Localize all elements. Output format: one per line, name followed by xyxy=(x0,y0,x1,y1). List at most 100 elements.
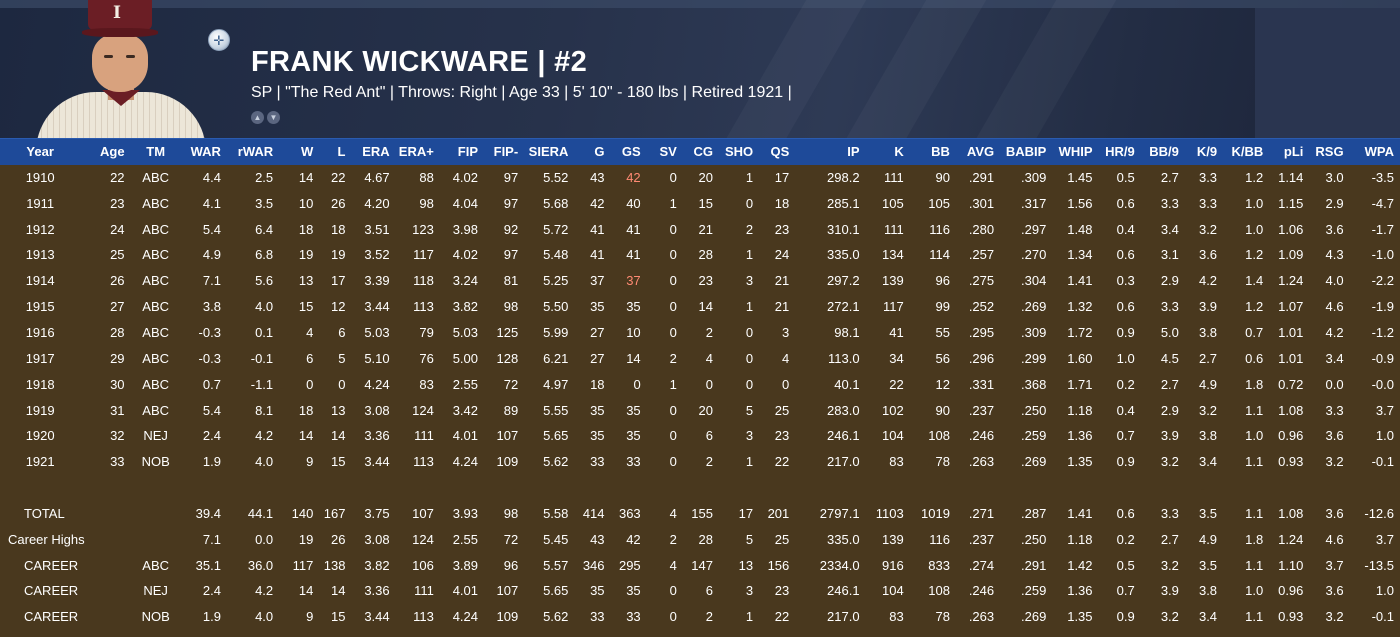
stat-cell-pli: 1.06 xyxy=(1278,221,1304,237)
column-header-age[interactable]: Age xyxy=(80,138,131,165)
column-header-fip[interactable]: FIP xyxy=(439,138,485,165)
chevron-down-icon[interactable]: ▼ xyxy=(267,111,280,124)
stat-cell-sv: 0 xyxy=(669,299,677,315)
stat-cell-tm: ABC xyxy=(142,221,170,237)
column-header-babip[interactable]: BABIP xyxy=(1000,138,1053,165)
summary-cell-avg: .246 xyxy=(968,583,995,599)
stat-cell-war: 4.9 xyxy=(202,247,221,263)
stat-cell-whip: 1.35 xyxy=(1067,454,1093,470)
column-header-w[interactable]: W xyxy=(279,138,320,165)
summary-cell-era-: 107 xyxy=(412,505,434,521)
stat-cell-bb: 114 xyxy=(929,247,950,263)
summary-cell-bb-9: 2.7 xyxy=(1160,531,1179,547)
column-header-bb-9[interactable]: BB/9 xyxy=(1140,138,1185,165)
stat-cell-siera: 6.21 xyxy=(543,350,569,366)
stat-cell-hr-9: 0.4 xyxy=(1116,402,1135,418)
column-header-era[interactable]: ERA xyxy=(351,138,396,165)
column-header-era-[interactable]: ERA+ xyxy=(395,138,440,165)
stat-cell-rwar: 5.6 xyxy=(255,273,274,289)
summary-cell-gs: 35 xyxy=(626,583,641,599)
stat-cell-g: 37 xyxy=(590,273,605,289)
chevron-up-icon[interactable]: ▲ xyxy=(251,111,264,124)
column-header-k-bb[interactable]: K/BB xyxy=(1223,138,1270,165)
stat-cell-avg: .275 xyxy=(968,273,995,289)
stat-cell-sho: 1 xyxy=(745,454,754,470)
column-header-cg[interactable]: CG xyxy=(682,138,719,165)
stat-cell-qs: 25 xyxy=(774,402,790,418)
summary-cell-sv: 0 xyxy=(669,583,677,599)
stat-cell-wpa: 3.7 xyxy=(1375,402,1394,418)
column-header-sho[interactable]: SHO xyxy=(718,138,760,165)
summary-cell-rwar: 4.0 xyxy=(255,609,274,625)
stat-cell-tm: NEJ xyxy=(143,428,168,444)
column-header-tm[interactable]: TM xyxy=(130,138,181,165)
column-header-ip[interactable]: IP xyxy=(795,138,866,165)
column-header-gs[interactable]: GS xyxy=(610,138,647,165)
stat-cell-l: 26 xyxy=(330,195,346,211)
stat-cell-sho: 0 xyxy=(745,324,754,340)
summary-cell-l: 14 xyxy=(330,583,346,599)
stat-cell-siera: 5.50 xyxy=(543,299,569,315)
column-header-k-9[interactable]: K/9 xyxy=(1184,138,1224,165)
stat-cell-qs: 23 xyxy=(774,428,790,444)
column-header-wpa[interactable]: WPA xyxy=(1349,138,1400,165)
stat-cell-rsg: 3.0 xyxy=(1325,169,1344,185)
stat-cell-whip: 1.36 xyxy=(1067,428,1093,444)
stat-cell-era-: 83 xyxy=(419,376,434,392)
column-header-bb[interactable]: BB xyxy=(909,138,956,165)
summary-cell-rwar: 44.1 xyxy=(247,505,274,521)
stat-cell-qs: 24 xyxy=(774,247,790,263)
column-header-year[interactable]: Year xyxy=(0,138,81,165)
stat-cell-year: 1910 xyxy=(25,169,55,185)
column-header-rwar[interactable]: rWAR xyxy=(226,138,280,165)
column-header-k[interactable]: K xyxy=(865,138,910,165)
stat-cell-sv: 0 xyxy=(669,273,677,289)
stat-cell-age: 26 xyxy=(110,273,125,289)
stat-cell-sv: 0 xyxy=(669,221,677,237)
column-header-qs[interactable]: QS xyxy=(759,138,796,165)
summary-cell-k: 1103 xyxy=(875,505,904,521)
stat-cell-tm: ABC xyxy=(142,350,170,366)
stat-cell-era: 3.08 xyxy=(364,402,390,418)
column-header-g[interactable]: G xyxy=(574,138,611,165)
summary-cell-avg: .274 xyxy=(968,557,995,573)
stat-cell-era-: 118 xyxy=(413,273,434,289)
column-header-war[interactable]: WAR xyxy=(180,138,227,165)
summary-cell-pli: 1.24 xyxy=(1278,531,1304,547)
season-row: 1921 33 NOB 1.9 4.0 9 15 3.44 113 4.24 109 5.62 33 33… xyxy=(0,449,1400,475)
summary-cell-sv: 0 xyxy=(669,609,677,625)
column-header-pli[interactable]: pLi xyxy=(1269,138,1310,165)
summary-cell-w: 19 xyxy=(298,531,314,547)
column-header-l[interactable]: L xyxy=(319,138,352,165)
summary-cell-rsg: 3.6 xyxy=(1325,583,1344,599)
stat-cell-year: 1911 xyxy=(26,195,55,211)
column-header-sv[interactable]: SV xyxy=(646,138,683,165)
stats-table-container: Year Age TM WAR rWAR W L ERA ERA+ FIP FIP- SIERA G GS… xyxy=(0,138,1400,637)
column-header-whip[interactable]: WHIP xyxy=(1052,138,1099,165)
column-header-rsg[interactable]: RSG xyxy=(1309,138,1350,165)
stat-cell-sho: 2 xyxy=(745,221,754,237)
stat-cell-war: 0.7 xyxy=(202,376,221,392)
column-header-fip-[interactable]: FIP- xyxy=(484,138,525,165)
stat-cell-babip: .250 xyxy=(1021,402,1047,418)
stat-cell-gs: 37 xyxy=(626,273,641,289)
stat-cell-rwar: 6.8 xyxy=(255,247,274,263)
stat-cell-era-: 111 xyxy=(414,428,434,444)
stat-cell-k-9: 3.8 xyxy=(1198,428,1218,444)
stat-cell-era: 3.52 xyxy=(364,247,390,263)
summary-cell-era-: 111 xyxy=(414,583,434,599)
column-header-siera[interactable]: SIERA xyxy=(524,138,575,165)
stat-cell-rsg: 3.4 xyxy=(1325,350,1344,366)
stat-cell-cg: 28 xyxy=(698,247,713,263)
stat-cell-babip: .368 xyxy=(1021,376,1047,392)
stat-cell-k-9: 3.9 xyxy=(1198,299,1218,315)
stat-cell-bb: 96 xyxy=(935,273,950,289)
column-header-avg[interactable]: AVG xyxy=(955,138,1001,165)
column-header-hr-9[interactable]: HR/9 xyxy=(1098,138,1141,165)
stat-cell-gs: 0 xyxy=(633,376,641,392)
stat-cell-l: 5 xyxy=(338,350,346,366)
stat-cell-cg: 14 xyxy=(698,299,713,315)
stat-cell-k-9: 3.3 xyxy=(1198,169,1218,185)
stat-cell-rsg: 3.6 xyxy=(1325,428,1344,444)
globe-icon[interactable]: ✛ xyxy=(208,29,230,51)
